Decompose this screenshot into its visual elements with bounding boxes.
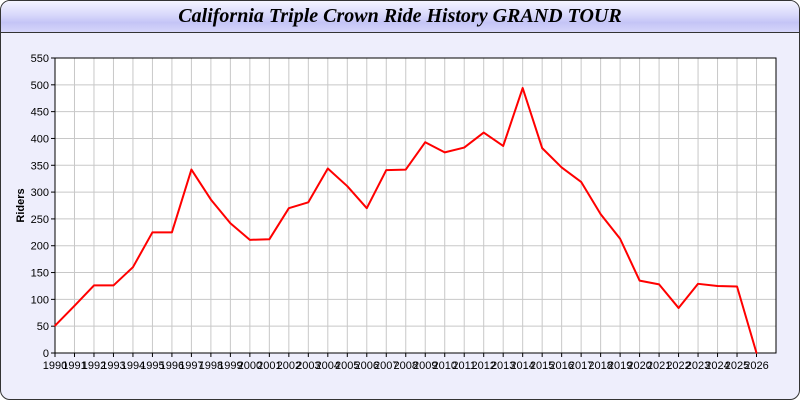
x-tick-label: 2012 [471, 360, 495, 372]
x-tick-label: 1990 [43, 360, 67, 372]
data-point [658, 283, 660, 286]
data-point [599, 213, 602, 215]
data-point [521, 87, 524, 89]
y-tick-label: 550 [31, 53, 49, 65]
x-tick-label: 2008 [394, 360, 418, 372]
data-point [288, 207, 290, 209]
data-point [229, 222, 232, 224]
data-point [112, 284, 115, 287]
x-tick-label: 1992 [82, 360, 106, 372]
x-tick-label: 2014 [510, 360, 534, 372]
y-axis-label: Riders [15, 188, 27, 222]
y-tick-label: 250 [31, 214, 49, 226]
x-tick-label: 1997 [179, 360, 203, 372]
y-tick-label: 300 [31, 187, 49, 199]
y-tick-label: 350 [31, 160, 49, 172]
data-point [54, 324, 56, 327]
data-point [424, 141, 427, 144]
x-tick-label: 2003 [296, 360, 320, 372]
x-tick-label: 2021 [647, 360, 671, 372]
x-tick-label: 1994 [121, 360, 145, 372]
x-tick-label: 2001 [257, 360, 281, 372]
x-tick-label: 1991 [62, 360, 86, 372]
x-tick-label: 2019 [608, 360, 632, 372]
x-tick-label: 2023 [686, 360, 710, 372]
data-point [132, 266, 134, 268]
x-tick-label: 2005 [335, 360, 359, 372]
x-tick-label: 1995 [140, 360, 164, 372]
x-tick-label: 1998 [199, 360, 223, 372]
data-point [560, 166, 563, 169]
y-tick-label: 100 [31, 294, 49, 306]
x-tick-label: 1999 [218, 360, 242, 372]
data-point [619, 237, 621, 240]
y-tick-label: 200 [31, 241, 49, 253]
x-tick-label: 2016 [549, 360, 573, 372]
data-point [736, 285, 738, 288]
chart-header: California Triple Crown Ride History GRA… [1, 1, 799, 33]
y-tick-label: 0 [43, 348, 49, 360]
x-tick-label: 1993 [101, 360, 125, 372]
x-tick-label: 2018 [588, 360, 612, 372]
chart-title: California Triple Crown Ride History GRA… [178, 5, 622, 27]
x-tick-label: 2015 [530, 360, 554, 372]
x-tick-label: 2022 [666, 360, 690, 372]
x-tick-label: 2010 [432, 360, 456, 372]
x-tick-label: 2004 [316, 360, 340, 372]
x-tick-label: 2013 [491, 360, 515, 372]
x-tick-label: 2025 [725, 360, 749, 372]
data-point [716, 285, 719, 287]
data-point [697, 283, 699, 285]
data-point [677, 307, 680, 309]
data-point [755, 352, 758, 354]
plot-area [55, 58, 776, 353]
x-tick-label: 2011 [452, 360, 476, 372]
x-tick-label: 2002 [277, 360, 301, 372]
data-point [580, 181, 582, 183]
x-tick-label: 2007 [374, 360, 398, 372]
x-tick-label: 1996 [160, 360, 184, 372]
data-point [73, 305, 76, 307]
y-tick-label: 50 [37, 321, 49, 333]
x-tick-label: 2017 [569, 360, 593, 372]
x-tick-label: 2024 [705, 360, 729, 372]
x-tick-label: 2026 [744, 360, 768, 372]
x-tick-label: 2006 [355, 360, 379, 372]
data-point [638, 279, 641, 282]
data-point [385, 169, 388, 171]
data-point [365, 207, 368, 209]
data-point [171, 231, 173, 234]
plot-border [54, 57, 777, 354]
data-point [93, 284, 95, 287]
y-tick-label: 500 [31, 80, 49, 92]
data-point [151, 231, 154, 234]
data-point [210, 198, 212, 201]
data-point [463, 146, 466, 149]
y-tick-label: 400 [31, 133, 49, 145]
data-point [268, 238, 271, 241]
x-tick-label: 2000 [238, 360, 262, 372]
data-point [346, 185, 349, 187]
data-point [307, 201, 310, 204]
data-point [404, 168, 407, 171]
x-tick-label: 2009 [413, 360, 437, 372]
data-point [541, 147, 543, 149]
data-point [249, 239, 251, 241]
data-point [443, 151, 446, 154]
data-point [327, 167, 329, 170]
y-tick-label: 450 [31, 107, 49, 119]
data-point [482, 131, 485, 134]
y-tick-label: 150 [31, 268, 49, 280]
x-tick-label: 2020 [627, 360, 651, 372]
data-point [502, 145, 504, 147]
data-point [190, 168, 193, 171]
